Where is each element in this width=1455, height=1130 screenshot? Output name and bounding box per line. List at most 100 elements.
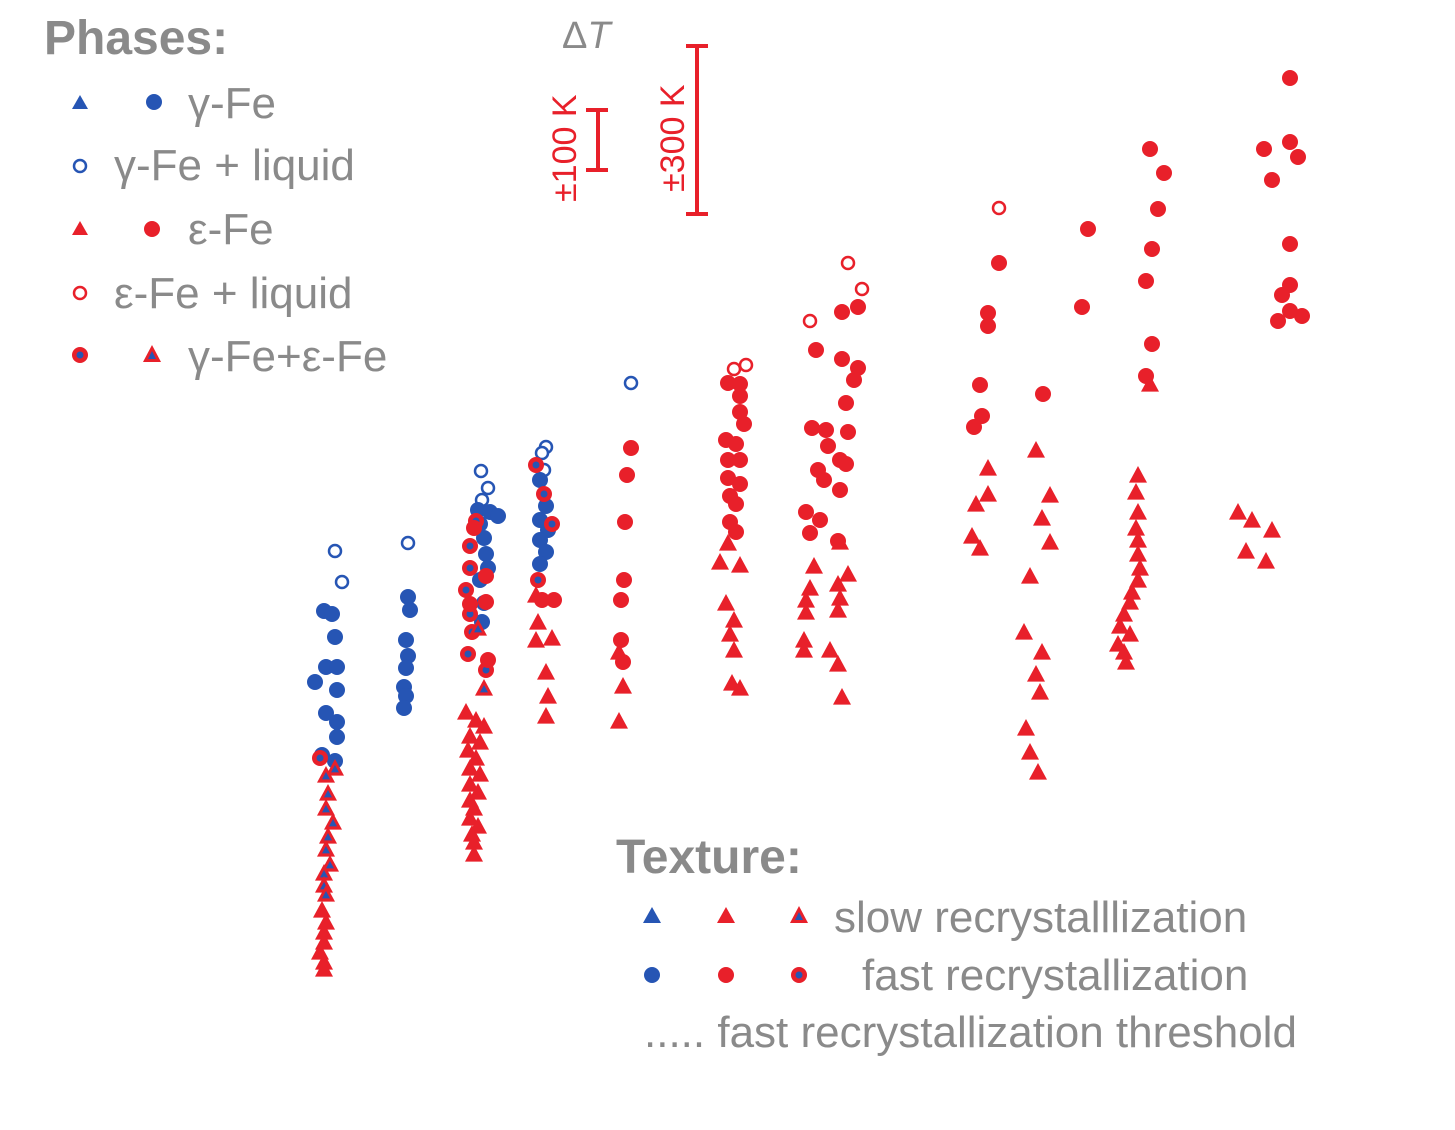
epsilon-slow-point bbox=[1021, 743, 1039, 760]
epsilon-liquid-point bbox=[854, 281, 870, 297]
epsilon-slow-point bbox=[1111, 617, 1129, 634]
epsilon-fast-point bbox=[616, 572, 632, 588]
epsilon-slow-point bbox=[1127, 519, 1145, 536]
epsilon-slow-point bbox=[543, 629, 561, 646]
red-open-circle-marker bbox=[72, 285, 88, 301]
epsilon-slow-point bbox=[610, 643, 628, 660]
phase-label-gamma: γ-Fe bbox=[188, 79, 276, 128]
epsilon-fast-point bbox=[1270, 313, 1286, 329]
epsilon-fast-point bbox=[972, 377, 988, 393]
gamma-fast-point bbox=[400, 648, 416, 664]
blue-triangle-marker bbox=[643, 907, 661, 923]
gamma-liquid-point bbox=[327, 543, 343, 559]
phases-legend: Phases: γ-Fe γ-Fe + liquid ε-Fe ε-Fe + l… bbox=[44, 12, 387, 381]
epsilon-slow-point bbox=[467, 749, 485, 766]
epsilon-fast-point bbox=[991, 255, 1007, 271]
epsilon-slow-point bbox=[315, 960, 333, 977]
epsilon-slow-point bbox=[461, 775, 479, 792]
epsilon-slow-point bbox=[1237, 542, 1255, 559]
delta-t-scale: ΔT ±100 K ±300 K bbox=[546, 15, 708, 216]
red-triangle-marker bbox=[72, 221, 88, 235]
epsilon-slow-point bbox=[1029, 763, 1047, 780]
mixed-slow-point-center bbox=[331, 765, 339, 773]
epsilon-fast-point bbox=[732, 452, 748, 468]
error-bar-large-label: ±300 K bbox=[654, 84, 692, 192]
epsilon-slow-point bbox=[831, 589, 849, 606]
epsilon-slow-point bbox=[527, 586, 545, 603]
gamma-liquid-point bbox=[623, 375, 639, 391]
epsilon-fast-point bbox=[820, 438, 836, 454]
epsilon-fast-point bbox=[834, 304, 850, 320]
epsilon-fast-point bbox=[834, 351, 850, 367]
blue-triangle-marker bbox=[72, 95, 88, 109]
epsilon-fast-point bbox=[1294, 308, 1310, 324]
epsilon-fast-point bbox=[1142, 141, 1158, 157]
mixed-fast-point-center bbox=[534, 576, 542, 584]
blue-open-circle-marker bbox=[72, 158, 88, 174]
epsilon-slow-point bbox=[461, 727, 479, 744]
epsilon-fast-point bbox=[1144, 336, 1160, 352]
gamma-fast-point bbox=[532, 532, 548, 548]
epsilon-slow-point bbox=[821, 641, 839, 658]
epsilon-fast-point bbox=[613, 632, 629, 648]
phase-label-epsilon: ε-Fe bbox=[188, 205, 274, 254]
epsilon-slow-point bbox=[719, 534, 737, 551]
epsilon-slow-point bbox=[1243, 511, 1261, 528]
mixed-slow-point-center bbox=[326, 861, 334, 869]
epsilon-fast-point bbox=[466, 520, 482, 536]
epsilon-fast-point bbox=[1138, 273, 1154, 289]
epsilon-slow-point bbox=[1131, 559, 1149, 576]
epsilon-fast-point bbox=[732, 376, 748, 392]
epsilon-fast-point bbox=[798, 504, 814, 520]
gamma-fast-point bbox=[396, 700, 412, 716]
epsilon-slow-point bbox=[457, 703, 475, 720]
epsilon-fast-point bbox=[974, 408, 990, 424]
epsilon-slow-point bbox=[1141, 375, 1159, 392]
epsilon-fast-point bbox=[736, 416, 752, 432]
epsilon-slow-point bbox=[1127, 483, 1145, 500]
epsilon-slow-point bbox=[1129, 503, 1147, 520]
epsilon-slow-point bbox=[979, 459, 997, 476]
mixed-fast-point-center bbox=[532, 461, 540, 469]
epsilon-slow-point bbox=[829, 655, 847, 672]
legend-row-epsilon: ε-Fe bbox=[72, 205, 274, 254]
epsilon-slow-point bbox=[1257, 552, 1275, 569]
gamma-fast-point bbox=[329, 659, 345, 675]
epsilon-liquid-point bbox=[738, 357, 754, 373]
epsilon-fast-point bbox=[840, 424, 856, 440]
legend-row-gamma-liquid: γ-Fe + liquid bbox=[72, 141, 355, 190]
gamma-fast-point bbox=[318, 659, 334, 675]
epsilon-slow-point bbox=[963, 527, 981, 544]
gamma-fast-point bbox=[329, 682, 345, 698]
phase-label-epsilon-liquid: ε-Fe + liquid bbox=[114, 269, 353, 318]
mixed-slow-point-center bbox=[322, 891, 330, 899]
epsilon-slow-point bbox=[1129, 466, 1147, 483]
gamma-fast-point bbox=[329, 729, 345, 745]
epsilon-slow-point bbox=[614, 677, 632, 694]
epsilon-fast-point bbox=[478, 568, 494, 584]
epsilon-fast-point bbox=[1156, 165, 1172, 181]
epsilon-slow-point bbox=[537, 707, 555, 724]
epsilon-fast-point bbox=[816, 472, 832, 488]
epsilon-fast-point bbox=[1150, 201, 1166, 217]
epsilon-fast-point bbox=[808, 342, 824, 358]
mixed-slow-point-center bbox=[324, 790, 332, 798]
epsilon-slow-point bbox=[1041, 533, 1059, 550]
gamma-fast-point bbox=[398, 632, 414, 648]
mixed-fast-point-center bbox=[466, 564, 474, 572]
gamma-fast-point bbox=[532, 556, 548, 572]
epsilon-slow-point bbox=[801, 579, 819, 596]
epsilon-fast-point bbox=[623, 440, 639, 456]
gamma-fast-point bbox=[490, 508, 506, 524]
epsilon-fast-point bbox=[818, 422, 834, 438]
blue-filled-circle-marker bbox=[146, 94, 162, 110]
mixed-fast-point-center bbox=[462, 586, 470, 594]
epsilon-slow-point bbox=[1129, 571, 1147, 588]
epsilon-fast-point bbox=[720, 375, 736, 391]
epsilon-fast-point bbox=[1080, 221, 1096, 237]
epsilon-slow-point bbox=[465, 833, 483, 850]
epsilon-slow-point bbox=[1129, 545, 1147, 562]
texture-label-slow: slow recrystalllization bbox=[834, 893, 1247, 942]
gamma-fast-point bbox=[318, 705, 334, 721]
